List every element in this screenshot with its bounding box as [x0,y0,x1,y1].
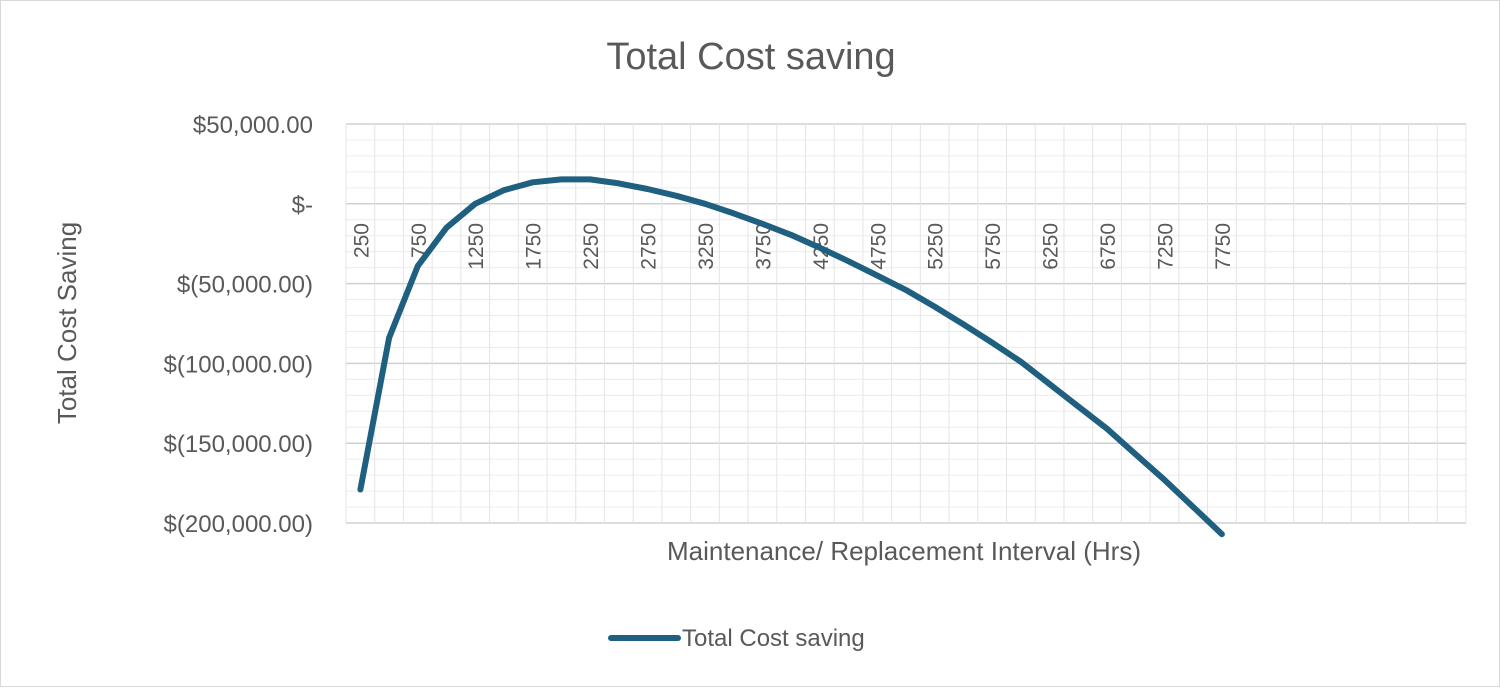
x-tick-label: 3750 [752,223,775,270]
x-tick-label: 1750 [523,223,546,270]
data-point-7750 [1219,531,1225,537]
data-point-2750 [645,186,651,192]
data-point-6000 [1018,359,1024,365]
x-tick-label: 750 [408,223,431,258]
data-point-6500 [1075,403,1081,409]
data-point-2500 [616,180,622,186]
y-axis-title: Total Cost Saving [52,222,82,424]
x-tick-label: 2750 [638,223,661,270]
x-tick-label: 3250 [695,223,718,270]
data-point-4750 [874,273,880,279]
x-tick-label: 4750 [867,223,890,270]
data-point-2250 [587,176,593,182]
data-point-6250 [1047,381,1053,387]
data-point-3250 [702,201,708,207]
data-point-1750 [530,179,536,185]
x-tick-label: 5750 [982,223,1005,270]
data-point-250 [357,486,363,492]
x-tick-label: 250 [350,223,373,258]
y-tick-label: $(200,000.00) [164,511,313,538]
data-point-3750 [759,221,765,227]
x-tick-label: 6750 [1097,223,1120,270]
x-tick-label: 1250 [465,223,488,270]
data-point-5000 [903,287,909,293]
x-tick-label: 5250 [925,223,948,270]
x-tick-labels: 250 750 1250 1750 2250 2750 3250 3750 4250 4750 52… [350,223,1235,270]
series-line-total-cost-saving [357,176,1225,538]
data-point-1250 [472,201,478,207]
legend-label: Total Cost saving [682,625,865,652]
x-tick-label: 7750 [1212,223,1235,270]
data-point-750 [415,263,421,269]
data-point-5750 [989,340,995,346]
legend: Total Cost saving [608,625,865,652]
data-point-3000 [673,193,679,199]
data-point-7250 [1161,477,1167,483]
data-point-2000 [558,176,564,182]
data-point-7500 [1190,504,1196,510]
data-point-1500 [501,187,507,193]
y-tick-labels: $50,000.00 $- $(50,000.00) $(100,000.00) $(1… [164,112,313,538]
x-tick-label: 7250 [1154,223,1177,270]
x-tick-label: 2250 [580,223,603,270]
data-point-4250 [817,245,823,251]
data-point-7000 [1133,451,1139,457]
x-tick-label: 6250 [1040,223,1063,270]
data-point-4000 [788,232,794,238]
data-point-4500 [846,258,852,264]
data-point-1000 [444,225,450,231]
data-point-6750 [1104,426,1110,432]
data-point-500 [386,335,392,341]
data-point-3500 [731,210,737,216]
y-tick-label: $50,000.00 [193,112,313,139]
data-point-5250 [932,304,938,310]
x-axis-title: Maintenance/ Replacement Interval (Hrs) [667,536,1141,566]
y-tick-label: $- [292,192,313,219]
chart-title: Total Cost saving [606,36,895,78]
data-point-5500 [960,321,966,327]
y-tick-label: $(50,000.00) [177,272,313,299]
y-tick-label: $(100,000.00) [164,351,313,378]
y-tick-label: $(150,000.00) [164,431,313,458]
grid-layer [345,123,1467,524]
